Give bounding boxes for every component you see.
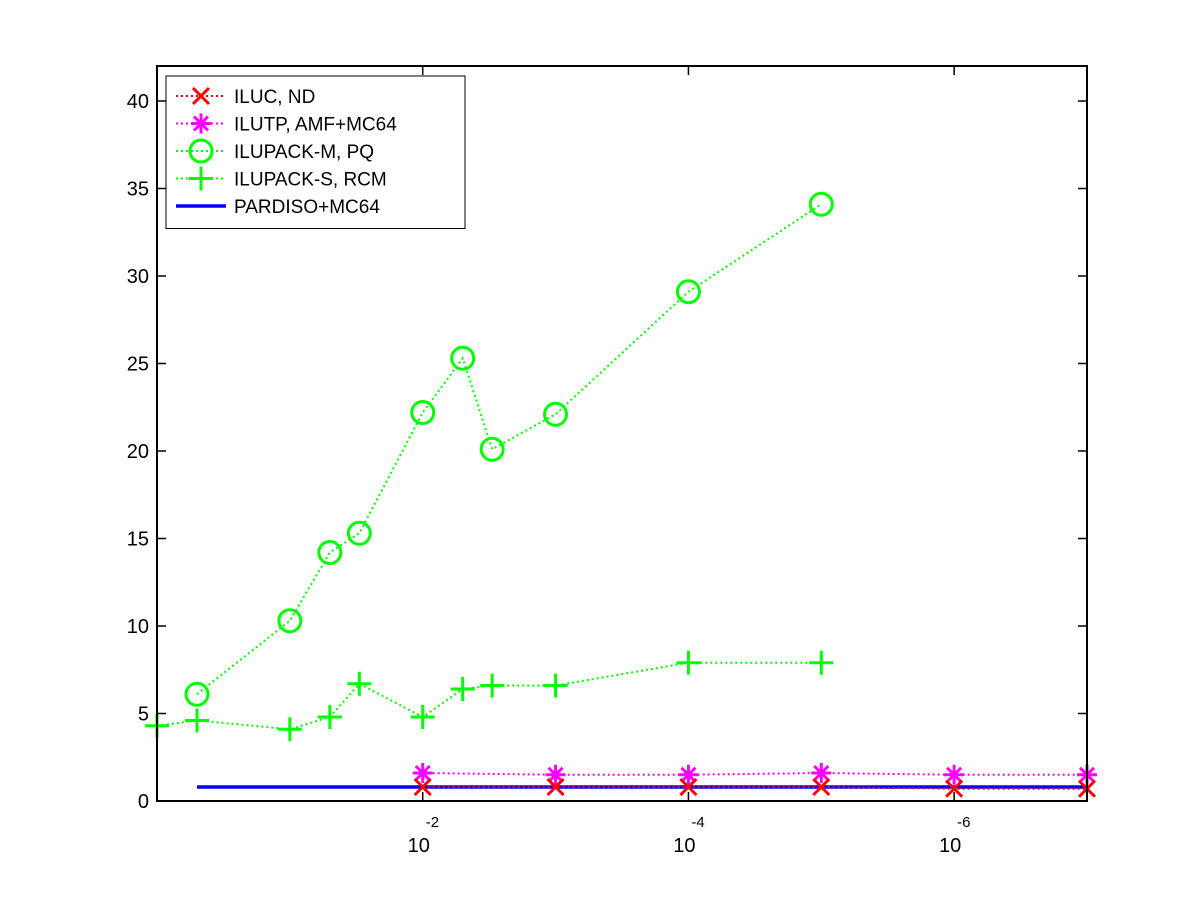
data-point-iluc-nd: [679, 777, 698, 797]
data-point-ilupack-m-pq: [808, 191, 834, 217]
series-ilupack-s-rcm: [145, 650, 834, 742]
data-point-ilupack-s-rcm: [809, 650, 834, 675]
axis-ticks: 0 5 10 15 20 25 30 35 40 -2 10 -4 10 -6 10: [127, 66, 1087, 857]
y-tick-label: 5: [138, 704, 149, 726]
legend-label-ilupack-s-rcm: ILUPACK-S, RCM: [234, 170, 387, 191]
data-point-ilupack-s-rcm: [410, 705, 435, 729]
plot-area: [145, 191, 1097, 798]
data-point-ilupack-m-pq: [317, 540, 343, 565]
series-ilupack-m-pq: [184, 191, 834, 707]
data-point-iluc-nd: [413, 777, 432, 797]
y-tick-label: 40: [127, 91, 149, 113]
legend: ILUC, ND ILUTP, AMF+MC64 ILUPACK-M, PQ ILUP…: [165, 75, 466, 229]
data-point-ilupack-m-pq: [346, 520, 372, 546]
axes-frame: [156, 65, 1088, 802]
x-tick-exponent: -2: [426, 814, 439, 831]
data-point-ilupack-m-pq: [675, 279, 701, 305]
data-point-ilupack-m-pq: [277, 608, 303, 634]
data-point-ilutp-amf-mc64: [545, 764, 566, 785]
y-tick-label: 20: [127, 441, 149, 463]
series-line-ilutp-amf-mc64: [422, 771, 1087, 776]
data-point-ilupack-m-pq: [410, 400, 436, 425]
y-tick-label: 15: [127, 529, 149, 551]
data-point-ilupack-s-rcm: [450, 677, 475, 701]
data-point-ilupack-s-rcm: [347, 671, 372, 696]
y-tick-label: 10: [127, 616, 149, 638]
series-line-iluc-nd: [422, 786, 1087, 790]
data-point-ilupack-s-rcm: [277, 717, 302, 742]
legend-label-ilupack-m-pq: ILUPACK-M, PQ: [234, 142, 374, 163]
legend-label-iluc-nd: ILUC, ND: [234, 87, 315, 108]
x-tick-base: 10: [408, 835, 430, 857]
data-point-ilupack-m-pq: [450, 345, 476, 371]
data-point-ilupack-m-pq: [184, 681, 210, 707]
x-tick-exponent: -4: [691, 814, 704, 831]
data-point-iluc-nd: [945, 779, 964, 798]
x-tick-base: 10: [673, 835, 695, 857]
legend-label-pardiso-mc64: PARDISO+MC64: [234, 197, 380, 218]
data-point-ilutp-amf-mc64: [678, 764, 699, 785]
data-point-iluc-nd: [812, 777, 831, 797]
legend-marker-ilutp-amf-mc64: [191, 113, 211, 134]
data-point-iluc-nd: [546, 777, 565, 797]
data-point-ilupack-s-rcm: [184, 708, 209, 733]
legend-marker-ilupack-m-pq: [188, 138, 214, 164]
y-tick-label: 25: [127, 354, 149, 376]
x-tick-base: 10: [939, 835, 961, 857]
data-point-ilutp-amf-mc64: [811, 763, 832, 783]
legend-marker-iluc-nd: [191, 86, 211, 106]
y-tick-label: 30: [127, 266, 149, 288]
data-point-ilupack-s-rcm: [543, 673, 568, 698]
legend-marker-ilupack-s-rcm: [189, 166, 213, 191]
y-tick-label: 35: [127, 179, 149, 201]
data-point-ilupack-s-rcm: [317, 705, 342, 729]
y-tick-label: 0: [138, 791, 149, 813]
data-point-ilupack-s-rcm: [676, 650, 701, 675]
data-point-ilutp-amf-mc64: [944, 764, 965, 785]
x-tick-exponent: -6: [957, 814, 970, 831]
data-point-ilupack-s-rcm: [480, 673, 505, 698]
data-point-ilupack-m-pq: [479, 436, 505, 462]
data-point-ilupack-m-pq: [543, 401, 569, 427]
legend-label-ilutp-amf-mc64: ILUTP, AMF+MC64: [234, 115, 397, 136]
legend-box: [165, 75, 466, 229]
data-point-ilutp-amf-mc64: [412, 763, 433, 783]
